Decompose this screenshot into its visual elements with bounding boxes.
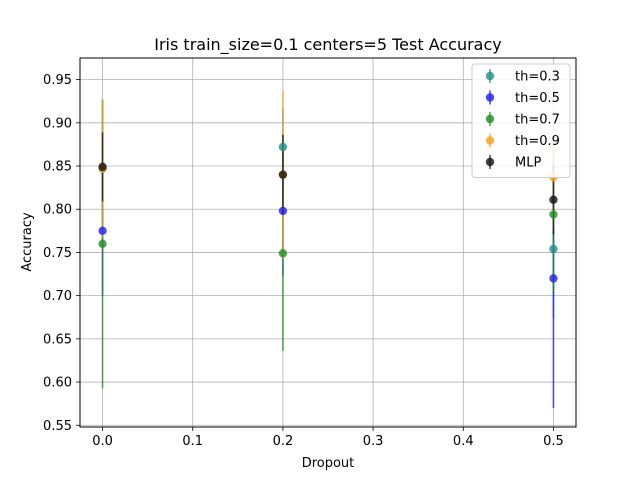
data-points: [98, 142, 558, 283]
legend-label: th=0.9: [515, 134, 560, 149]
data-point: [549, 274, 558, 283]
legend-box: [471, 63, 571, 178]
data-point: [98, 226, 107, 236]
data-point: [549, 195, 558, 204]
legend-marker: [485, 71, 495, 81]
chart-title: Iris train_size=0.1 centers=5 Test Accur…: [154, 35, 502, 55]
x-tick-label: 0.3: [363, 434, 384, 449]
data-point: [278, 206, 288, 216]
y-tick-label: 0.70: [43, 289, 72, 304]
y-tick-label: 0.90: [43, 116, 72, 131]
y-tick-label: 0.85: [43, 160, 72, 175]
y-tick-label: 0.80: [43, 203, 72, 218]
y-tick-label: 0.65: [43, 332, 72, 347]
y-axis-ticks: 0.55 0.60 0.65 0.70 0.75 0.80 0.85 0.90 0.95: [43, 73, 80, 434]
x-tick-label: 0.4: [453, 434, 474, 449]
legend-label: th=0.7: [515, 113, 560, 128]
data-point: [549, 210, 558, 219]
x-tick-label: 0.1: [182, 434, 203, 449]
x-tick-label: 0.0: [92, 434, 113, 449]
x-tick-label: 0.5: [543, 434, 564, 449]
data-point: [549, 244, 558, 254]
y-tick-label: 0.55: [43, 419, 72, 434]
y-axis-label: Accuracy: [20, 212, 35, 272]
x-axis-label: Dropout: [302, 456, 355, 471]
legend: th=0.3 th=0.5 th=0.7 th=0.9 MLP: [471, 63, 571, 178]
legend-marker: [485, 157, 495, 167]
legend-label: th=0.3: [515, 70, 560, 85]
y-tick-label: 0.95: [43, 73, 72, 88]
legend-marker: [485, 114, 495, 124]
data-point: [278, 170, 288, 179]
data-point: [278, 142, 288, 152]
y-tick-label: 0.60: [43, 376, 72, 391]
legend-marker: [485, 93, 495, 102]
legend-label: MLP: [515, 156, 541, 171]
x-axis-ticks: 0.0 0.1 0.2 0.3 0.4 0.5: [92, 427, 564, 449]
plot-frame: [79, 57, 577, 428]
y-tick-label: 0.75: [43, 246, 72, 261]
legend-label: th=0.5: [515, 91, 560, 106]
legend-marker: [485, 136, 495, 145]
data-point: [98, 239, 107, 248]
data-point: [278, 249, 288, 258]
data-point: [98, 162, 107, 172]
x-tick-label: 0.2: [273, 434, 294, 449]
